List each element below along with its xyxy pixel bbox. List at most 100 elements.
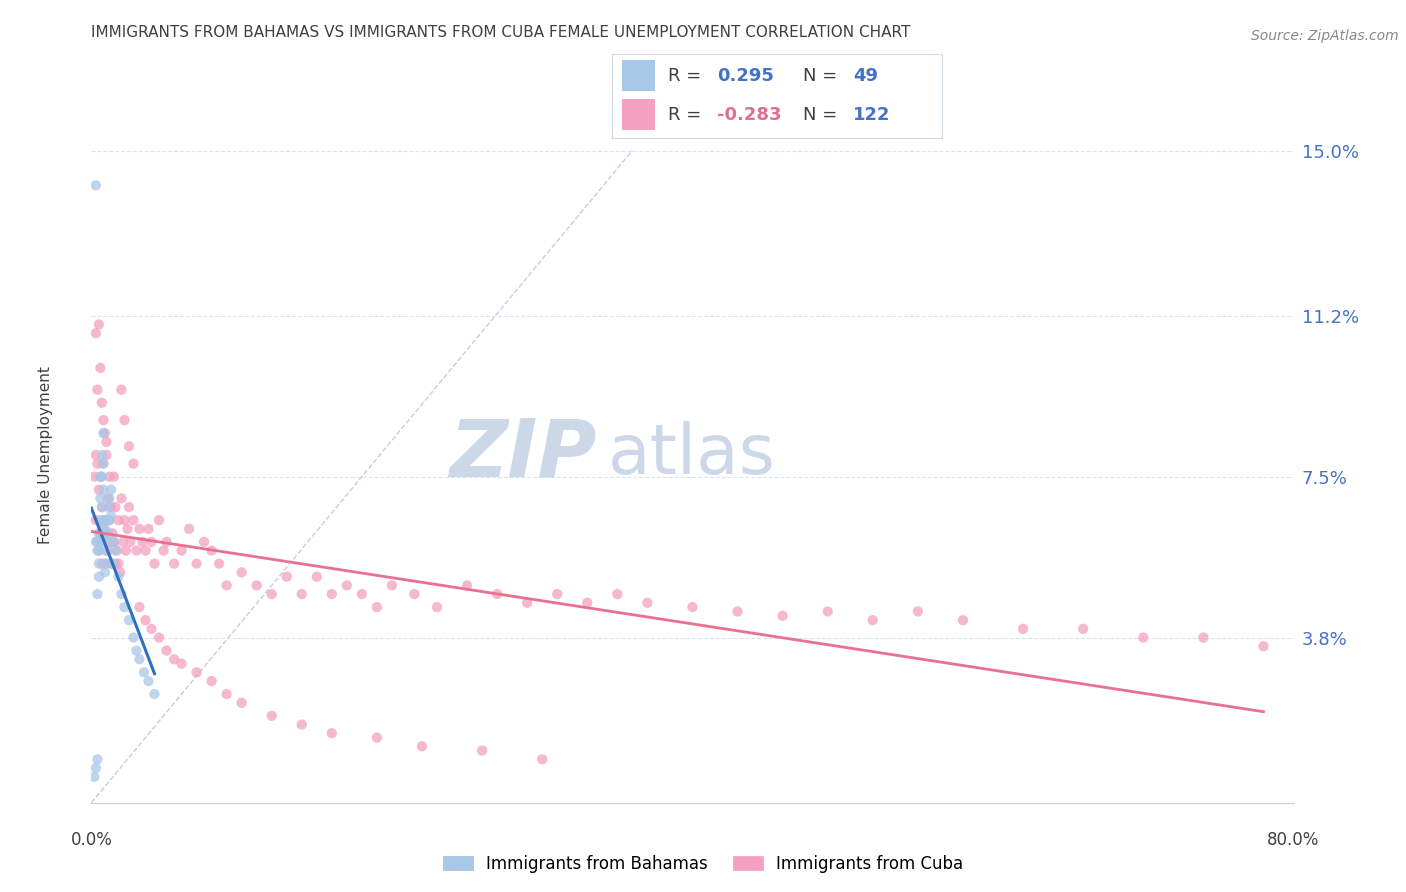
Point [128,600,150,615]
Point [107,570,129,584]
Point [90,500,112,514]
Point [132,665,155,680]
Point [100,500,122,514]
Point [120,535,142,549]
Text: 0.295: 0.295 [717,67,775,85]
Point [96,526,118,541]
Point [118,500,141,514]
Point [84,535,107,549]
FancyBboxPatch shape [621,99,655,130]
Point [86,457,108,471]
Point [177,522,200,536]
Point [1071,622,1094,636]
Point [546,587,568,601]
Point [155,535,177,549]
Point [84,326,107,341]
Point [411,739,433,754]
Point [94,557,117,571]
Point [193,535,215,549]
Point [163,652,186,666]
Point [350,587,373,601]
Point [125,543,148,558]
Point [100,483,122,497]
Point [128,522,150,536]
Point [94,522,117,536]
Point [118,439,141,453]
Point [98,513,121,527]
Point [148,513,170,527]
Point [90,469,112,483]
Point [260,708,283,723]
Point [96,434,118,449]
Point [96,535,118,549]
Point [90,500,112,514]
Point [681,600,703,615]
Text: N =: N = [803,67,844,85]
Text: R =: R = [668,105,707,123]
Point [89,469,111,483]
Point [93,522,115,536]
Point [96,557,118,571]
Point [576,596,599,610]
Point [122,513,145,527]
Point [772,608,794,623]
Point [471,744,494,758]
Text: Female Unemployment: Female Unemployment [38,366,53,544]
Text: ZIP: ZIP [449,416,596,494]
Point [291,717,314,731]
Point [208,557,231,571]
Point [456,578,478,592]
Point [104,500,127,514]
Point [87,535,110,549]
Point [94,513,117,527]
Point [87,526,110,541]
Point [246,578,269,592]
Point [101,557,124,571]
Point [141,622,163,636]
Point [87,318,110,332]
Point [138,674,160,689]
Point [163,557,186,571]
Point [98,513,121,527]
Point [170,657,193,671]
Point [105,543,128,558]
Point [131,535,153,549]
Point [93,413,115,427]
Text: 49: 49 [853,67,877,85]
Point [87,543,110,558]
Point [606,587,628,601]
Point [115,543,138,558]
Point [134,613,156,627]
Text: atlas: atlas [609,421,776,489]
Text: IMMIGRANTS FROM BAHAMAS VS IMMIGRANTS FROM CUBA FEMALE UNEMPLOYMENT CORRELATION : IMMIGRANTS FROM BAHAMAS VS IMMIGRANTS FR… [91,25,911,40]
Text: N =: N = [803,105,844,123]
Point [215,578,238,592]
Point [104,543,127,558]
Text: -0.283: -0.283 [717,105,782,123]
Point [381,578,404,592]
Point [93,426,115,441]
Point [104,557,127,571]
Point [143,687,166,701]
Point [201,674,224,689]
Point [321,587,343,601]
Point [86,383,108,397]
Point [118,613,141,627]
Point [94,426,117,441]
Point [89,535,111,549]
Point [87,570,110,584]
Point [90,448,112,462]
Point [186,665,208,680]
Point [122,631,145,645]
Point [107,557,129,571]
Point [636,596,658,610]
Point [862,613,884,627]
Point [86,543,108,558]
Point [89,526,111,541]
Point [148,631,170,645]
Point [101,526,124,541]
Point [516,596,538,610]
Point [1012,622,1035,636]
Point [84,448,107,462]
Point [952,613,974,627]
